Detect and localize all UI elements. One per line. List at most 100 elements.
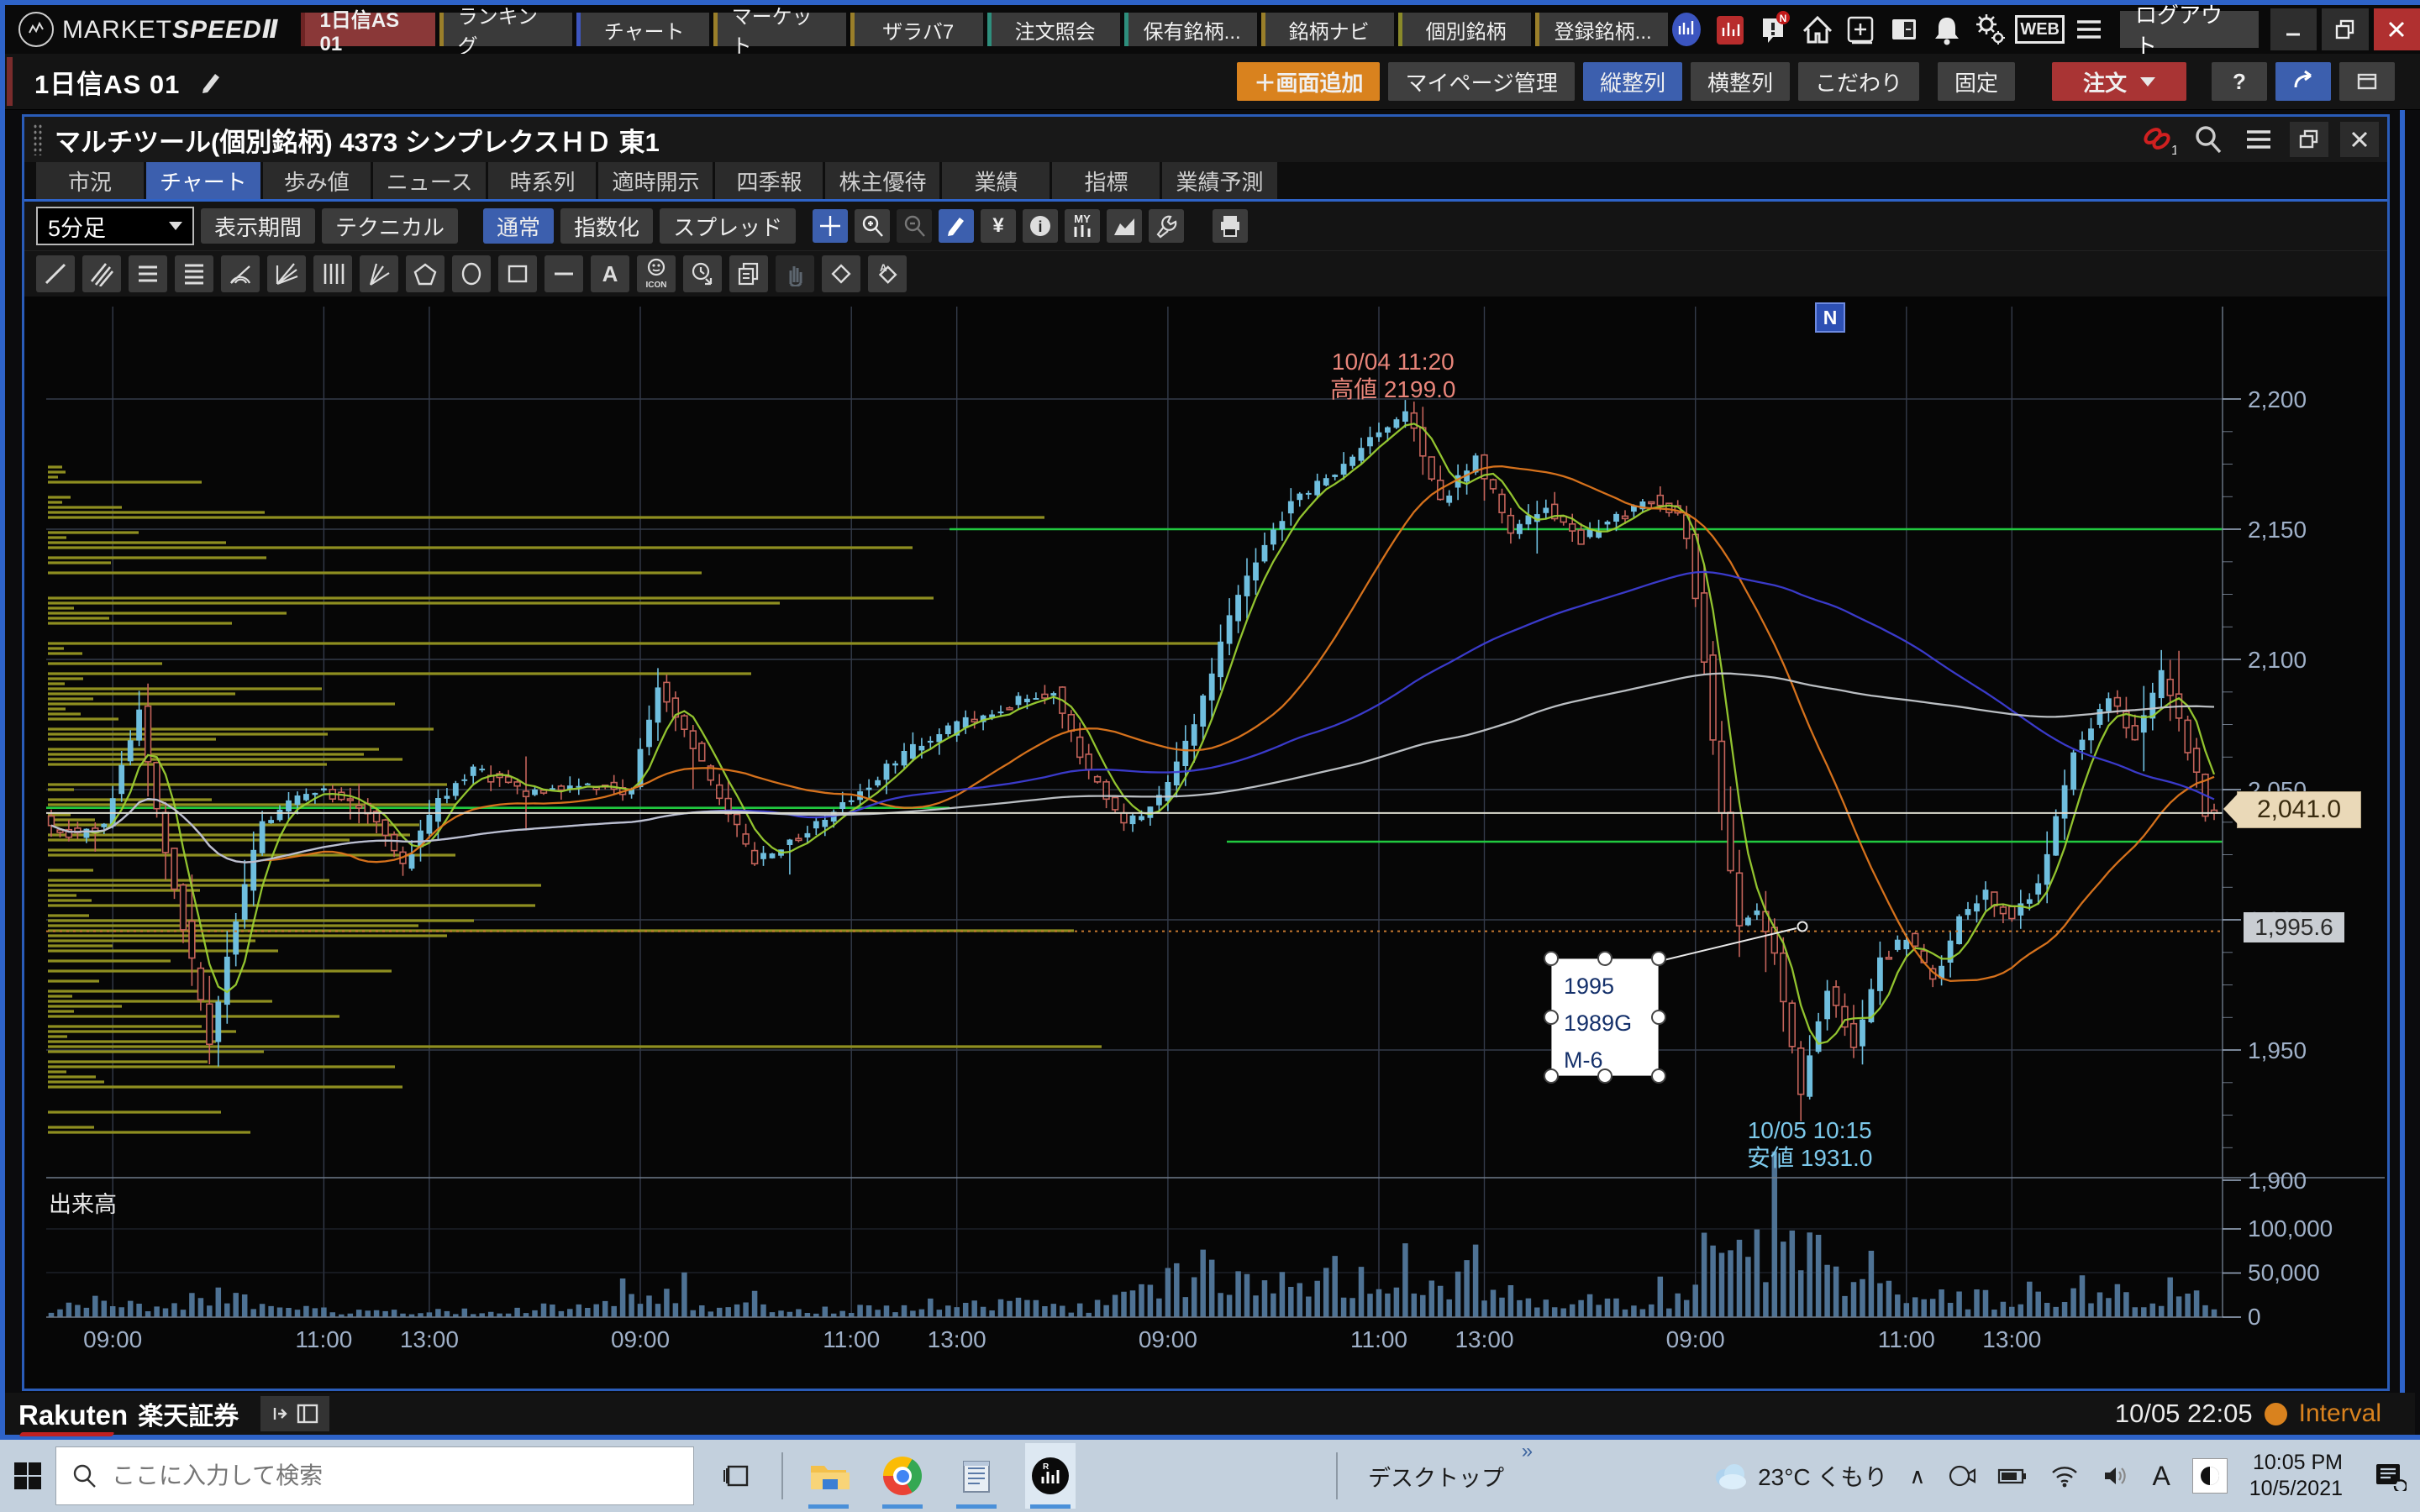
menu-tab-ranking[interactable]: ランキング xyxy=(439,6,572,58)
drag-grip-icon[interactable] xyxy=(33,123,43,155)
eraser-all-tool[interactable]: A xyxy=(868,255,907,292)
menu-tab-holdings[interactable]: 保有銘柄... xyxy=(1123,13,1257,46)
note-handle[interactable] xyxy=(1651,1068,1666,1084)
price-chart-canvas[interactable]: 2,2002,1502,1002,0502,0001,9501,900100,0… xyxy=(24,294,2387,1389)
ime-mode-icon[interactable] xyxy=(2191,1458,2228,1494)
web-icon[interactable]: WEB xyxy=(2014,15,2065,44)
menu-tab-layout-1day[interactable]: 1日信AS 01 xyxy=(301,9,435,55)
start-button[interactable] xyxy=(0,1440,55,1512)
icon-stamp-tool[interactable]: ICON xyxy=(637,255,676,292)
widget-restore-button[interactable] xyxy=(2290,122,2328,157)
order-button[interactable]: 注文 xyxy=(2052,62,2186,101)
search-input[interactable] xyxy=(110,1462,634,1490)
tab-shareholder-benefit[interactable]: 株主優待 xyxy=(825,162,940,199)
note-handle[interactable] xyxy=(1544,1068,1559,1084)
note-handle[interactable] xyxy=(1597,1068,1612,1084)
widget-menu-icon[interactable] xyxy=(2239,122,2278,157)
pencil-draw-icon[interactable] xyxy=(939,209,975,243)
pentagon-tool[interactable] xyxy=(406,255,445,292)
menu-tab-individual-stock[interactable]: 個別銘柄 xyxy=(1397,13,1531,46)
add-screen-button[interactable]: ＋画面追加 xyxy=(1237,62,1381,101)
tab-earnings-forecast[interactable]: 業績予測 xyxy=(1162,162,1277,199)
app-switch-red-icon[interactable] xyxy=(1711,10,1749,49)
taskbar-clock[interactable]: 10:05 PM 10/5/2021 xyxy=(2249,1451,2343,1500)
notification-center-icon[interactable] xyxy=(2373,1461,2407,1491)
fib-retracement-tool[interactable] xyxy=(129,255,167,292)
tab-chart[interactable]: チャート xyxy=(146,162,260,199)
spread-mode-button[interactable]: スプレッド xyxy=(660,208,797,244)
home-icon[interactable] xyxy=(1798,10,1837,49)
info-icon[interactable]: i xyxy=(1023,209,1059,243)
tab-indicators[interactable]: 指標 xyxy=(1052,162,1160,199)
battery-icon[interactable] xyxy=(1997,1465,2028,1487)
indexed-mode-button[interactable]: 指数化 xyxy=(560,208,654,244)
custom-button[interactable]: こだわり xyxy=(1797,62,1919,101)
annotation-note-box[interactable]: 1995 1989G M-6 xyxy=(1551,958,1659,1076)
wifi-icon[interactable] xyxy=(2049,1464,2080,1488)
explorer-icon[interactable] xyxy=(803,1443,854,1509)
note-handle[interactable] xyxy=(1651,951,1666,966)
menu-tab-zaraba[interactable]: ザラバ7 xyxy=(850,13,983,46)
yen-icon[interactable]: ¥ xyxy=(981,209,1017,243)
trend-line-tool[interactable] xyxy=(36,255,75,292)
vertical-align-button[interactable]: 縦整列 xyxy=(1582,62,1682,101)
note-handle[interactable] xyxy=(1544,1010,1559,1025)
toolbar-chevron[interactable]: » xyxy=(1521,1439,1534,1462)
notepad-icon[interactable] xyxy=(951,1443,1002,1509)
crosshair-icon[interactable] xyxy=(813,209,849,243)
link-mode-button[interactable] xyxy=(2275,62,2331,101)
link-group-icon[interactable]: 1 xyxy=(2139,122,2177,157)
desktop-toolbar[interactable]: » デスクトップ xyxy=(1368,1439,1534,1491)
menu-hamburger-icon[interactable] xyxy=(2070,10,2108,49)
marketspeed-taskbar-icon[interactable]: R xyxy=(1025,1443,1076,1509)
area-chart-icon[interactable] xyxy=(1107,209,1143,243)
tab-time-series[interactable]: 時系列 xyxy=(488,162,597,199)
duplicate-tool[interactable] xyxy=(729,255,768,292)
horizontal-line-tool[interactable] xyxy=(544,255,583,292)
widget-close-button[interactable] xyxy=(2340,122,2379,157)
weather-widget[interactable]: 23°C くもり xyxy=(1711,1459,1887,1493)
edit-page-pencil-icon[interactable] xyxy=(192,62,230,101)
tab-shikiho[interactable]: 四季報 xyxy=(715,162,823,199)
note-handle[interactable] xyxy=(1651,1010,1666,1025)
app-switch-blue-icon[interactable] xyxy=(1668,10,1707,49)
widget-titlebar[interactable]: マルチツール(個別銘柄) 4373 シンプレクスＨＤ 東1 1 xyxy=(24,117,2387,162)
note-handle[interactable] xyxy=(1597,951,1612,966)
text-tool[interactable]: A xyxy=(591,255,629,292)
tab-news[interactable]: ニュース xyxy=(372,162,487,199)
hidden-icons-chevron[interactable]: ∧ xyxy=(1909,1462,1926,1488)
close-button[interactable] xyxy=(2373,8,2420,50)
fib-fan-tool[interactable] xyxy=(267,255,306,292)
menu-tab-order-inquiry[interactable]: 注文照会 xyxy=(986,13,1120,46)
logout-button[interactable]: ログアウト xyxy=(2119,3,2259,59)
minimize-button[interactable] xyxy=(2270,8,2317,50)
task-view-button[interactable] xyxy=(711,1443,761,1509)
time-cycle-tool[interactable] xyxy=(683,255,722,292)
widget-search-icon[interactable] xyxy=(2189,122,2228,157)
fib-arcs-tool[interactable] xyxy=(221,255,260,292)
tab-earnings[interactable]: 業績 xyxy=(942,162,1050,199)
ellipse-tool[interactable] xyxy=(452,255,491,292)
gann-fan-tool[interactable] xyxy=(360,255,398,292)
normal-mode-button[interactable]: 通常 xyxy=(483,208,555,244)
printer-icon[interactable] xyxy=(1213,209,1249,243)
ime-a-indicator[interactable]: A xyxy=(2152,1460,2170,1491)
menu-tab-market[interactable]: マーケット xyxy=(713,6,846,58)
tab-market-overview[interactable]: 市況 xyxy=(36,162,144,199)
restore-layout-button[interactable] xyxy=(2339,62,2395,101)
news-marker-badge[interactable]: N xyxy=(1815,302,1845,333)
note-handle[interactable] xyxy=(1544,951,1559,966)
timeframe-select[interactable]: 5分足 xyxy=(36,207,194,245)
zoom-in-icon[interactable] xyxy=(855,209,891,243)
taskbar-search[interactable] xyxy=(55,1446,694,1505)
notification-alert-icon[interactable]: N xyxy=(1754,10,1793,49)
menu-tab-stock-navi[interactable]: 銘柄ナビ xyxy=(1260,13,1394,46)
restore-button[interactable] xyxy=(2322,8,2369,50)
mypage-manage-button[interactable]: マイページ管理 xyxy=(1388,62,1575,101)
zoom-out-icon[interactable] xyxy=(897,209,933,243)
vertical-lines-tool[interactable] xyxy=(313,255,352,292)
price-lines-tool[interactable] xyxy=(175,255,213,292)
help-button[interactable]: ? xyxy=(2212,62,2267,101)
hand-tool[interactable] xyxy=(776,255,814,292)
tab-disclosure[interactable]: 適時開示 xyxy=(598,162,713,199)
